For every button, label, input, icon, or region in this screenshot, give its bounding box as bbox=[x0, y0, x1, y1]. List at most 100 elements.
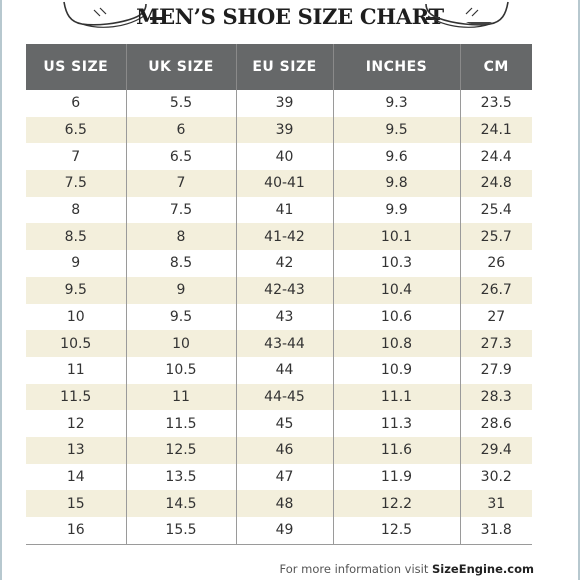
footer-text: For more information visit bbox=[279, 562, 432, 576]
cm-cell: 24.4 bbox=[459, 143, 532, 171]
column-header-us: US SIZE bbox=[26, 44, 126, 90]
column-header-cm: CM bbox=[459, 44, 532, 90]
us-size-cell: 16 bbox=[26, 517, 126, 545]
inches-cell: 9.6 bbox=[332, 143, 460, 171]
us-size-cell: 8 bbox=[26, 196, 126, 224]
column-header-uk: UK SIZE bbox=[125, 44, 236, 90]
left-edge-line bbox=[0, 0, 2, 580]
table-row: 8.5 8 41-42 10.1 25.7 bbox=[26, 223, 532, 251]
us-size-cell: 7.5 bbox=[26, 170, 126, 197]
us-size-cell: 10 bbox=[26, 303, 126, 331]
column-header-eu: EU SIZE bbox=[235, 44, 333, 90]
uk-size-cell: 9.5 bbox=[125, 303, 236, 331]
cm-cell: 26.7 bbox=[459, 276, 532, 304]
table-row: 13 12.5 46 11.6 29.4 bbox=[26, 436, 532, 464]
inches-cell: 9.5 bbox=[332, 116, 460, 144]
inches-cell: 10.4 bbox=[332, 276, 460, 304]
us-size-cell: 14 bbox=[26, 463, 126, 491]
table-row: 6 5.5 39 9.3 23.5 bbox=[26, 90, 532, 117]
eu-size-cell: 43 bbox=[235, 303, 333, 331]
eu-size-cell: 48 bbox=[235, 490, 333, 517]
cm-cell: 23.5 bbox=[459, 90, 532, 117]
size-chart-table: US SIZE UK SIZE EU SIZE INCHES CM 6 5.5 39… bbox=[26, 44, 532, 545]
uk-size-cell: 9 bbox=[125, 276, 236, 304]
uk-size-cell: 8.5 bbox=[125, 250, 236, 277]
right-edge-line bbox=[578, 0, 580, 580]
cm-cell: 25.4 bbox=[459, 196, 532, 224]
table-row: 15 14.5 48 12.2 31 bbox=[26, 490, 532, 517]
inches-cell: 10.9 bbox=[332, 356, 460, 384]
cm-cell: 28.6 bbox=[459, 410, 532, 437]
table-row: 9 8.5 42 10.3 26 bbox=[26, 250, 532, 277]
table-row: 8 7.5 41 9.9 25.4 bbox=[26, 196, 532, 224]
chart-header: MEN’S SHOE SIZE CHART bbox=[0, 0, 580, 40]
eu-size-cell: 49 bbox=[235, 517, 333, 545]
footer-note: For more information visit SizeEngine.co… bbox=[0, 562, 534, 576]
dress-shoe-icon bbox=[63, 1, 147, 28]
cm-cell: 31 bbox=[459, 490, 532, 517]
inches-cell: 10.8 bbox=[332, 330, 460, 357]
inches-cell: 10.1 bbox=[332, 223, 460, 251]
table-row: 11.5 11 44-45 11.1 28.3 bbox=[26, 383, 532, 411]
dress-shoe-icon bbox=[425, 1, 509, 28]
us-size-cell: 9 bbox=[26, 250, 126, 277]
table-row: 10 9.5 43 10.6 27 bbox=[26, 303, 532, 331]
us-size-cell: 8.5 bbox=[26, 223, 126, 251]
table-row: 7.5 7 40-41 9.8 24.8 bbox=[26, 170, 532, 197]
table-row: 12 11.5 45 11.3 28.6 bbox=[26, 410, 532, 437]
inches-cell: 11.9 bbox=[332, 463, 460, 491]
eu-size-cell: 40 bbox=[235, 143, 333, 171]
us-size-cell: 10.5 bbox=[26, 330, 126, 357]
eu-size-cell: 40-41 bbox=[235, 170, 333, 197]
uk-size-cell: 14.5 bbox=[125, 490, 236, 517]
uk-size-cell: 11.5 bbox=[125, 410, 236, 437]
us-size-cell: 13 bbox=[26, 436, 126, 464]
eu-size-cell: 44-45 bbox=[235, 383, 333, 411]
uk-size-cell: 10 bbox=[125, 330, 236, 357]
uk-size-cell: 13.5 bbox=[125, 463, 236, 491]
eu-size-cell: 42 bbox=[235, 250, 333, 277]
inches-cell: 9.8 bbox=[332, 170, 460, 197]
inches-cell: 10.3 bbox=[332, 250, 460, 277]
us-size-cell: 12 bbox=[26, 410, 126, 437]
eu-size-cell: 43-44 bbox=[235, 330, 333, 357]
cm-cell: 25.7 bbox=[459, 223, 532, 251]
page-title: MEN’S SHOE SIZE CHART bbox=[136, 4, 444, 29]
column-header-inches: INCHES bbox=[332, 44, 460, 90]
uk-size-cell: 12.5 bbox=[125, 436, 236, 464]
uk-size-cell: 5.5 bbox=[125, 90, 236, 117]
uk-size-cell: 6 bbox=[125, 116, 236, 144]
eu-size-cell: 41-42 bbox=[235, 223, 333, 251]
us-size-cell: 11 bbox=[26, 356, 126, 384]
inches-cell: 12.5 bbox=[332, 517, 460, 545]
us-size-cell: 6.5 bbox=[26, 116, 126, 144]
cm-cell: 27.9 bbox=[459, 356, 532, 384]
table-row: 14 13.5 47 11.9 30.2 bbox=[26, 463, 532, 491]
table-row: 6.5 6 39 9.5 24.1 bbox=[26, 116, 532, 144]
uk-size-cell: 6.5 bbox=[125, 143, 236, 171]
inches-cell: 9.3 bbox=[332, 90, 460, 117]
us-size-cell: 7 bbox=[26, 143, 126, 171]
inches-cell: 12.2 bbox=[332, 490, 460, 517]
table-row: 11 10.5 44 10.9 27.9 bbox=[26, 356, 532, 384]
uk-size-cell: 7.5 bbox=[125, 196, 236, 224]
us-size-cell: 11.5 bbox=[26, 383, 126, 411]
cm-cell: 29.4 bbox=[459, 436, 532, 464]
eu-size-cell: 42-43 bbox=[235, 276, 333, 304]
uk-size-cell: 11 bbox=[125, 383, 236, 411]
uk-size-cell: 8 bbox=[125, 223, 236, 251]
table-body: 6 5.5 39 9.3 23.5 6.5 6 39 9.5 24.1 7 6.5 40 9.6 24.4 7… bbox=[26, 90, 532, 545]
eu-size-cell: 44 bbox=[235, 356, 333, 384]
table-row: 9.5 9 42-43 10.4 26.7 bbox=[26, 276, 532, 304]
title-rule-left bbox=[150, 17, 164, 20]
inches-cell: 11.3 bbox=[332, 410, 460, 437]
uk-size-cell: 10.5 bbox=[125, 356, 236, 384]
cm-cell: 31.8 bbox=[459, 517, 532, 545]
footer-site-link[interactable]: SizeEngine.com bbox=[432, 562, 534, 576]
cm-cell: 26 bbox=[459, 250, 532, 277]
inches-cell: 11.6 bbox=[332, 436, 460, 464]
us-size-cell: 15 bbox=[26, 490, 126, 517]
table-row: 16 15.5 49 12.5 31.8 bbox=[26, 517, 532, 545]
cm-cell: 24.8 bbox=[459, 170, 532, 197]
eu-size-cell: 41 bbox=[235, 196, 333, 224]
